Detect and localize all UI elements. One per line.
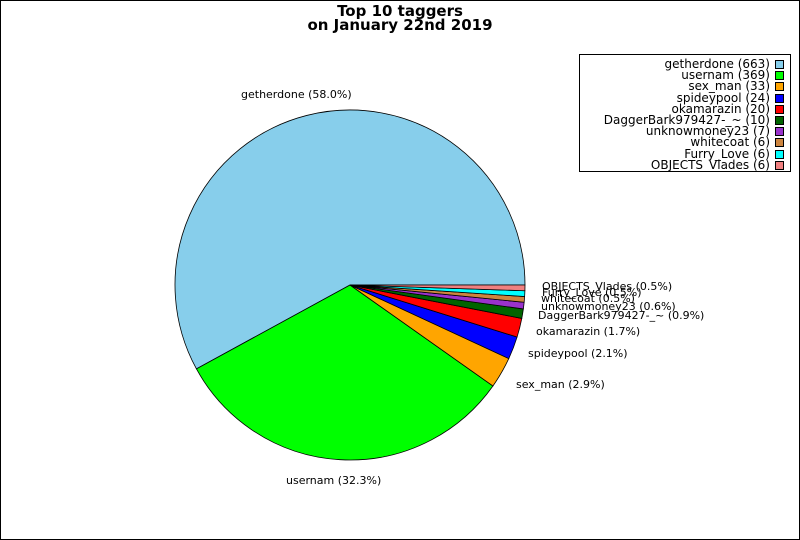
slice-label: unknowmoney23 (0.6%)	[541, 300, 676, 313]
legend-item: getherdone (663)	[664, 57, 784, 71]
legend-swatch	[775, 104, 784, 114]
slice-label: DaggerBark979427-_~ (0.9%)	[538, 309, 704, 322]
pie-slice-usernam	[195, 284, 494, 461]
chart-title: Top 10 taggers	[337, 2, 463, 20]
legend-label: sex_man (33)	[688, 79, 770, 94]
pie-slice-objects-vlades	[349, 284, 526, 292]
slice-label: okamarazin (1.7%)	[536, 325, 640, 338]
legend-item: unknowmoney23 (7)	[645, 124, 784, 139]
legend-label: unknowmoney23 (7)	[645, 124, 770, 139]
legend-item: OBJECTS_Vlades (6)	[650, 157, 784, 172]
legend-label: spideypool (24)	[676, 90, 770, 105]
legend-label: DaggerBark979427-_~ (10)	[603, 113, 770, 127]
slice-label: Furry_Love (0.5%)	[542, 286, 642, 299]
legend-item: okamarazin (20)	[671, 101, 784, 116]
slice-label: spideypool (2.1%)	[528, 347, 628, 360]
legend-swatch	[775, 60, 784, 69]
slice-label: getherdone (58.0%)	[241, 88, 352, 101]
slice-label: usernam (32.3%)	[286, 474, 381, 487]
legend-swatch	[775, 138, 784, 148]
legend-item: whitecoat (6)	[690, 135, 784, 150]
legend-swatch	[775, 82, 784, 92]
chart-legend: getherdone (663) usernam (369) sex_man (33…	[579, 54, 791, 172]
legend-label: whitecoat (6)	[690, 135, 770, 150]
legend-item: DaggerBark979427-_~ (10)	[603, 113, 784, 127]
legend-swatch	[775, 93, 784, 103]
legend-label: OBJECTS_Vlades (6)	[650, 157, 770, 172]
legend-item: Furry_Love (6)	[684, 146, 784, 161]
legend-item: usernam (369)	[681, 68, 784, 83]
legend-label: usernam (369)	[681, 68, 770, 83]
legend-label: Furry_Love (6)	[684, 146, 770, 161]
slice-label: sex_man (2.9%)	[516, 378, 605, 391]
legend-swatch	[775, 149, 784, 159]
chart-subtitle: on January 22nd 2019	[307, 16, 493, 34]
legend-label: okamarazin (20)	[671, 101, 770, 116]
legend-item: sex_man (33)	[688, 79, 784, 94]
legend-swatch	[775, 71, 784, 81]
legend-label: getherdone (663)	[664, 57, 770, 71]
legend-swatch	[775, 160, 784, 170]
legend-item: spideypool (24)	[676, 90, 784, 105]
legend-swatch	[775, 116, 784, 125]
legend-swatch	[775, 127, 784, 137]
slice-label: OBJECTS_Vlades (0.5%)	[542, 280, 672, 293]
pie-slice-getherdone	[174, 109, 526, 370]
slice-label: whitecoat (0.5%)	[541, 292, 635, 305]
